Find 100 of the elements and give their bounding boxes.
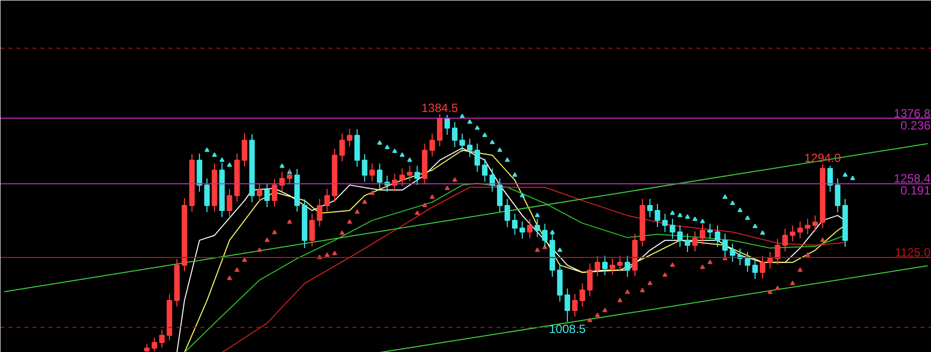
candlestick [714, 224, 720, 248]
point [407, 157, 412, 162]
candlestick [414, 165, 420, 186]
annotation: 1384.5 [421, 101, 458, 116]
candlestick [459, 133, 465, 152]
candlestick [670, 218, 676, 240]
point [354, 209, 360, 214]
point [467, 119, 472, 124]
candlestick [362, 154, 368, 182]
point [594, 312, 600, 318]
point [550, 230, 555, 234]
candlestick [707, 223, 713, 240]
candlestick [804, 218, 810, 235]
point [820, 238, 826, 242]
candlestick [512, 213, 518, 236]
point [760, 230, 766, 235]
point [798, 267, 803, 272]
candlestick [834, 178, 840, 213]
point [700, 264, 706, 270]
candlestick [152, 337, 158, 352]
point [722, 194, 728, 199]
candlestick [624, 255, 630, 278]
point [587, 318, 592, 322]
point [400, 152, 405, 157]
annotation: 1008.5 [549, 322, 586, 336]
point [452, 177, 458, 182]
point [850, 176, 856, 180]
candlestick [497, 178, 503, 213]
point [752, 224, 758, 228]
candlestick [587, 263, 593, 297]
point [534, 247, 540, 252]
candlestick [399, 168, 405, 187]
candlestick [316, 198, 322, 228]
candlestick [812, 214, 818, 232]
ref-line-label: 1258.4 [894, 172, 931, 186]
candlestick [700, 223, 706, 245]
point [557, 247, 562, 252]
point [422, 202, 428, 208]
point [324, 252, 330, 257]
point [677, 212, 682, 218]
point [624, 289, 630, 294]
candlestick [369, 163, 375, 182]
point [257, 247, 262, 252]
candlestick [324, 188, 330, 212]
candlestick [767, 251, 773, 270]
point [272, 230, 278, 234]
point [647, 280, 652, 286]
point [384, 144, 390, 150]
candlestick [782, 228, 788, 252]
candlestick [339, 133, 345, 162]
point [430, 194, 435, 199]
point [745, 215, 750, 220]
point [204, 147, 210, 152]
point [730, 200, 736, 205]
point [280, 163, 285, 168]
candlestick [482, 158, 488, 182]
candlestick [429, 133, 435, 157]
candlestick [684, 233, 690, 252]
candlestick [226, 188, 232, 218]
point [212, 152, 217, 157]
point [790, 280, 796, 286]
point [414, 210, 420, 215]
candlestick [490, 168, 496, 192]
point [768, 289, 773, 294]
candlestick [204, 178, 210, 213]
candlestick [564, 288, 570, 322]
candlestick [242, 132, 248, 167]
candlestick [504, 198, 510, 228]
ref-line-label: 1376.8 [894, 106, 931, 120]
point [340, 230, 345, 235]
point [497, 147, 502, 152]
point [602, 308, 608, 312]
candlestick [594, 255, 600, 277]
candlestick [744, 251, 750, 272]
candlestick [677, 224, 683, 248]
point [512, 172, 518, 177]
point [377, 140, 382, 145]
point [392, 148, 398, 154]
candlestick [647, 198, 653, 218]
point [534, 212, 540, 218]
point [684, 214, 690, 219]
candlestick [617, 255, 623, 272]
point [700, 218, 706, 224]
candlestick [436, 114, 442, 147]
candlestick [256, 183, 262, 202]
point [226, 162, 232, 167]
point [347, 219, 352, 224]
point [662, 272, 668, 277]
candlestick [790, 224, 796, 242]
annotation: 0.236 [900, 118, 931, 132]
candlestick [580, 282, 586, 308]
candlestick [534, 218, 540, 238]
point [617, 298, 622, 302]
candlestick [797, 221, 803, 239]
candlestick [730, 243, 736, 262]
candlestick [444, 114, 450, 136]
point [708, 260, 713, 264]
annotation: 0.191 [900, 184, 931, 198]
candlestick [527, 218, 533, 239]
point [332, 250, 338, 256]
